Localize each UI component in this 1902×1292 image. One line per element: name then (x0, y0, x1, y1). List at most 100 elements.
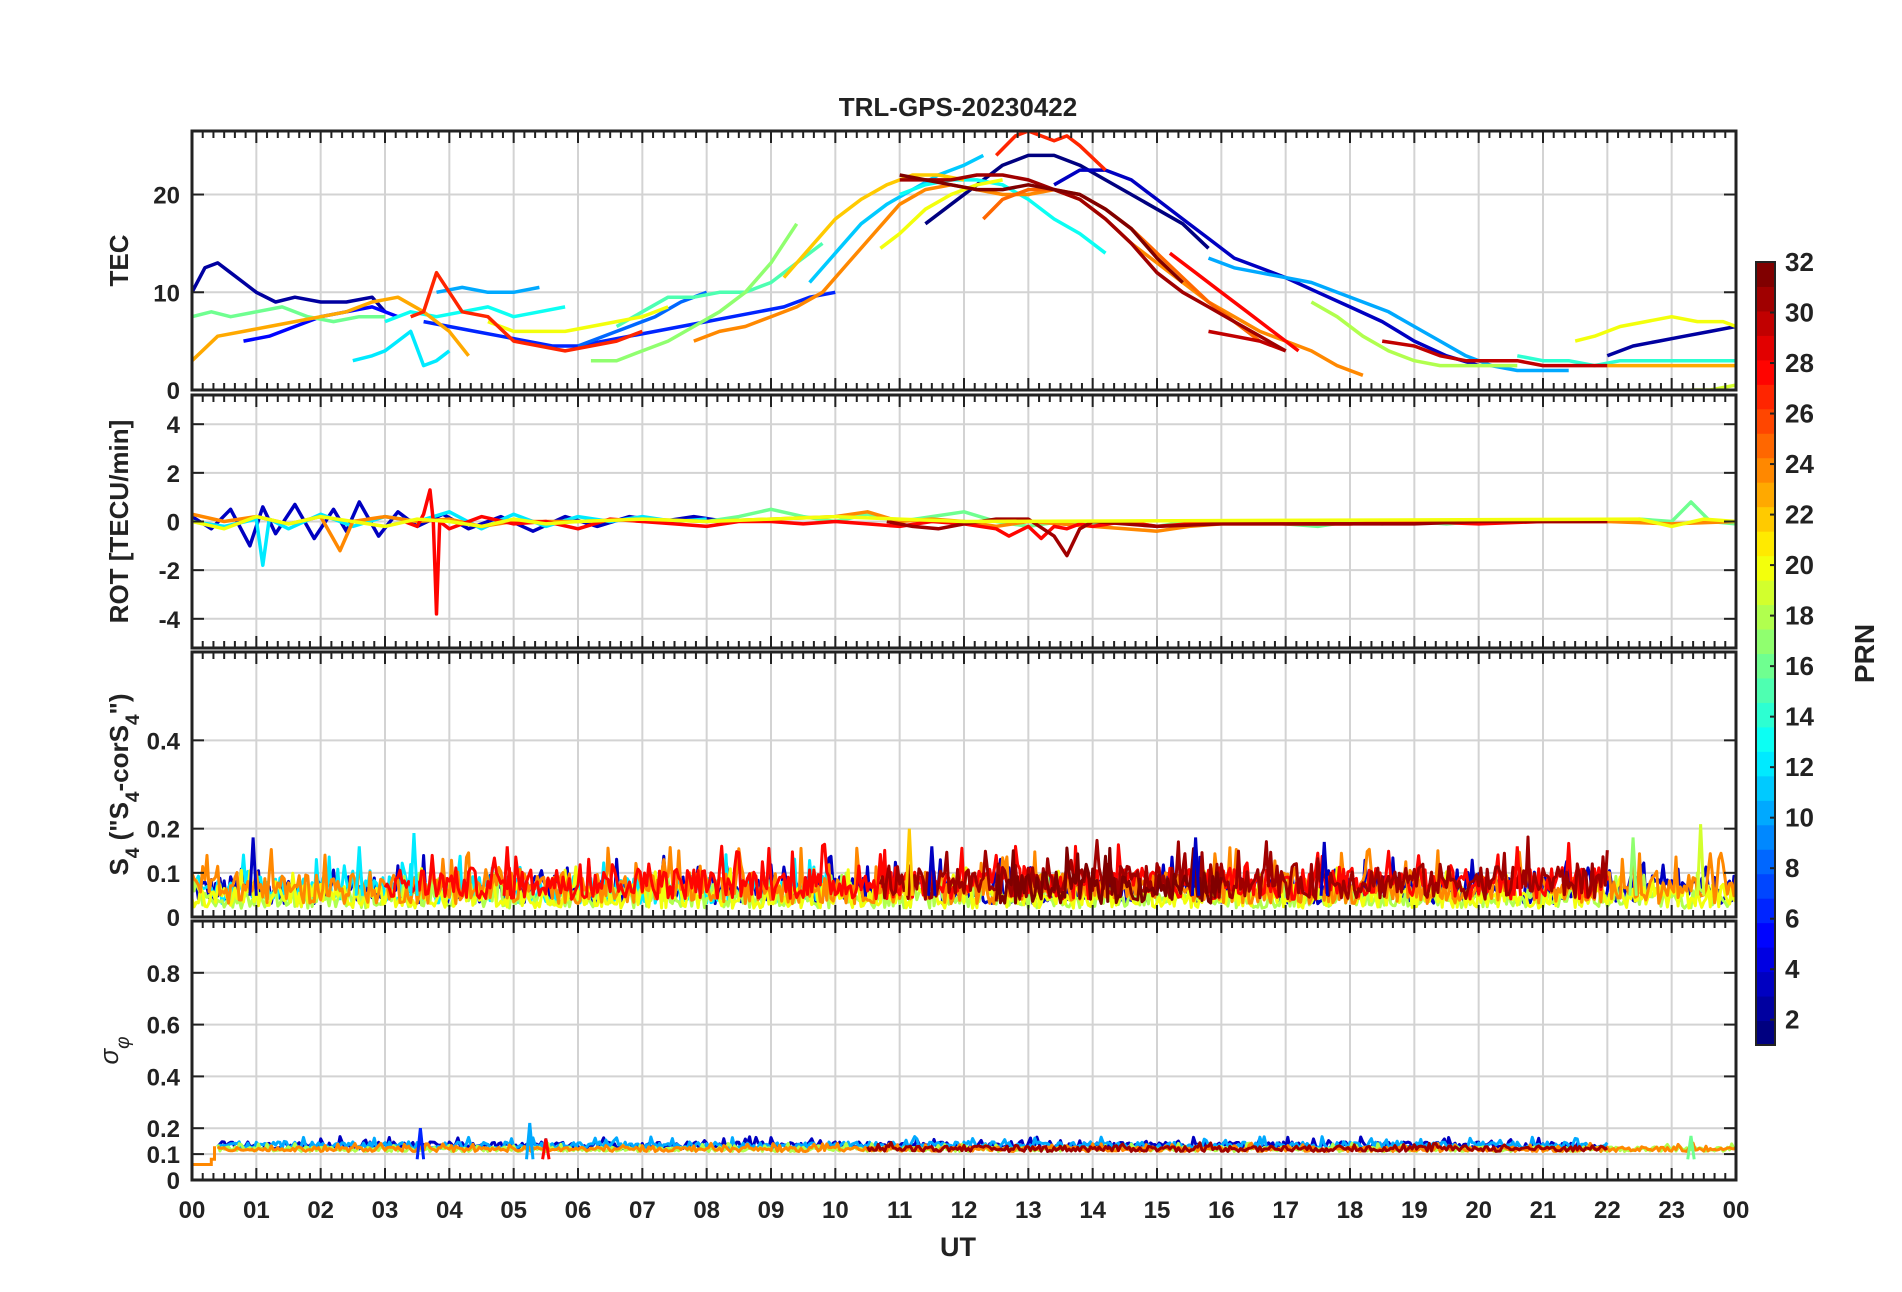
x-tick-label: 02 (307, 1197, 334, 1224)
series-prn-3 (1053, 168, 1480, 368)
colorbar-segment (1756, 653, 1775, 679)
x-tick-label: 00 (179, 1197, 206, 1224)
colorbar-tick-label: 32 (1785, 247, 1814, 277)
colorbar-tick-label: 2 (1785, 1005, 1799, 1035)
panel-frame (190, 129, 1738, 392)
data-layer (192, 131, 1736, 390)
y-axis-label-part: -corS (104, 725, 134, 791)
y-axis-label-part: 4 (123, 847, 144, 858)
y-tick-label: -2 (159, 558, 180, 585)
y-axis-label-part: σ (94, 1048, 124, 1065)
y-axis-label-part: 4 (123, 714, 144, 725)
series-prn-11 (808, 153, 985, 284)
colorbar-segment (1756, 359, 1775, 385)
series-prn-20 (192, 514, 1736, 531)
y-axis-label: σφ (94, 1036, 134, 1064)
x-tick-label: 12 (951, 1197, 978, 1224)
series-prn-19 (1691, 383, 1736, 390)
colorbar-segment (1756, 433, 1775, 459)
y-tick-label: 0.1 (147, 861, 180, 888)
panel-frame (190, 393, 1738, 650)
spike-prn-16 (1686, 1135, 1696, 1160)
spike-prn-22 (904, 828, 915, 896)
colorbar-segment (1756, 286, 1775, 312)
series-prn-10 (1207, 256, 1569, 373)
y-axis-label-part: S (104, 858, 134, 875)
colorbar-segment (1756, 800, 1775, 826)
series-prn-20 (487, 305, 669, 334)
spike-prn-28 (1512, 846, 1522, 896)
spike-prn-28 (541, 1138, 551, 1160)
x-tick-label: 16 (1208, 1197, 1235, 1224)
spike-prn-3 (1190, 837, 1201, 896)
y-tick-label: 0.8 (147, 961, 180, 988)
y-tick-label: 0.2 (147, 817, 180, 844)
y-tick-label: 0.4 (147, 728, 181, 755)
x-axis-label: UT (940, 1232, 976, 1262)
spike-prn-10 (525, 1122, 535, 1160)
colorbar-segment (1756, 555, 1775, 581)
colorbar-segment (1756, 702, 1775, 728)
lead-in-prn-24 (192, 1146, 216, 1166)
colorbar-segment (1756, 947, 1775, 973)
colorbar-segment (1756, 898, 1775, 924)
x-tick-label: 14 (1079, 1197, 1106, 1224)
colorbar-tick-label: 22 (1785, 500, 1814, 530)
colorbar-segment (1756, 873, 1775, 899)
series-prn-30 (1381, 339, 1608, 368)
panel-2: -4 -2 0 2 4 ROT [TECU/min] (104, 393, 1738, 650)
x-tick-label: 07 (629, 1197, 656, 1224)
x-tick-label: 00 (1723, 1197, 1750, 1224)
colorbar-segment (1756, 482, 1775, 508)
series-prn-12 (352, 329, 451, 368)
colorbar-segment (1756, 922, 1775, 948)
spike-prn-3 (1319, 841, 1329, 896)
band-prn-31 (866, 1141, 1609, 1153)
colorbar-segment (1756, 751, 1775, 777)
y-axis-label-part: 4 (123, 791, 144, 802)
spike-prn-3 (927, 846, 937, 896)
colorbar-segment (1756, 384, 1775, 410)
y-tick-label: 0.2 (147, 1116, 180, 1143)
x-tick-label: 15 (1144, 1197, 1171, 1224)
series-prn-13 (384, 305, 566, 324)
colorbar-segment (1756, 996, 1775, 1022)
x-tick-label: 20 (1465, 1197, 1492, 1224)
spike-prn-17 (1628, 837, 1638, 896)
colorbar-tick-label: 18 (1785, 601, 1814, 631)
y-axis-label: S4 ("S4-corS4") (104, 693, 144, 875)
colorbar-segment (1756, 262, 1775, 287)
series-prn-31 (899, 173, 1287, 353)
spike-prn-19 (1695, 824, 1706, 896)
y-axis-label-part: ") (104, 693, 134, 714)
x-tick-label: 10 (822, 1197, 849, 1224)
colorbar-tick-label: 6 (1785, 904, 1799, 934)
y-tick-label: 0.4 (147, 1064, 181, 1091)
series-prn-22 (782, 173, 965, 279)
colorbar-tick-label: 24 (1785, 449, 1814, 479)
colorbar-tick-label: 4 (1785, 954, 1800, 984)
x-tick-label: 13 (1015, 1197, 1042, 1224)
x-tick-label: 06 (565, 1197, 592, 1224)
colorbar-label: PRN (1849, 624, 1880, 683)
data-layer (192, 488, 1736, 616)
colorbar-segment (1756, 775, 1775, 801)
y-tick-label: 10 (153, 280, 180, 307)
colorbar-segment (1756, 310, 1775, 336)
spike-prn-6 (415, 1128, 426, 1160)
series-prn-24 (693, 183, 1364, 377)
colorbar-tick-label: 30 (1785, 298, 1814, 328)
series-prn-27 (410, 270, 643, 353)
colorbar-segment (1756, 457, 1775, 483)
y-tick-label: 0 (167, 905, 180, 932)
colorbar-segment (1756, 726, 1775, 752)
data-layer (192, 1122, 1736, 1166)
spike-prn-28 (502, 846, 512, 896)
colorbar-segment (1756, 629, 1775, 654)
colorbar-tick-label: 20 (1785, 550, 1814, 580)
x-tick-label: 22 (1594, 1197, 1621, 1224)
y-axis-label: TEC (104, 234, 134, 286)
